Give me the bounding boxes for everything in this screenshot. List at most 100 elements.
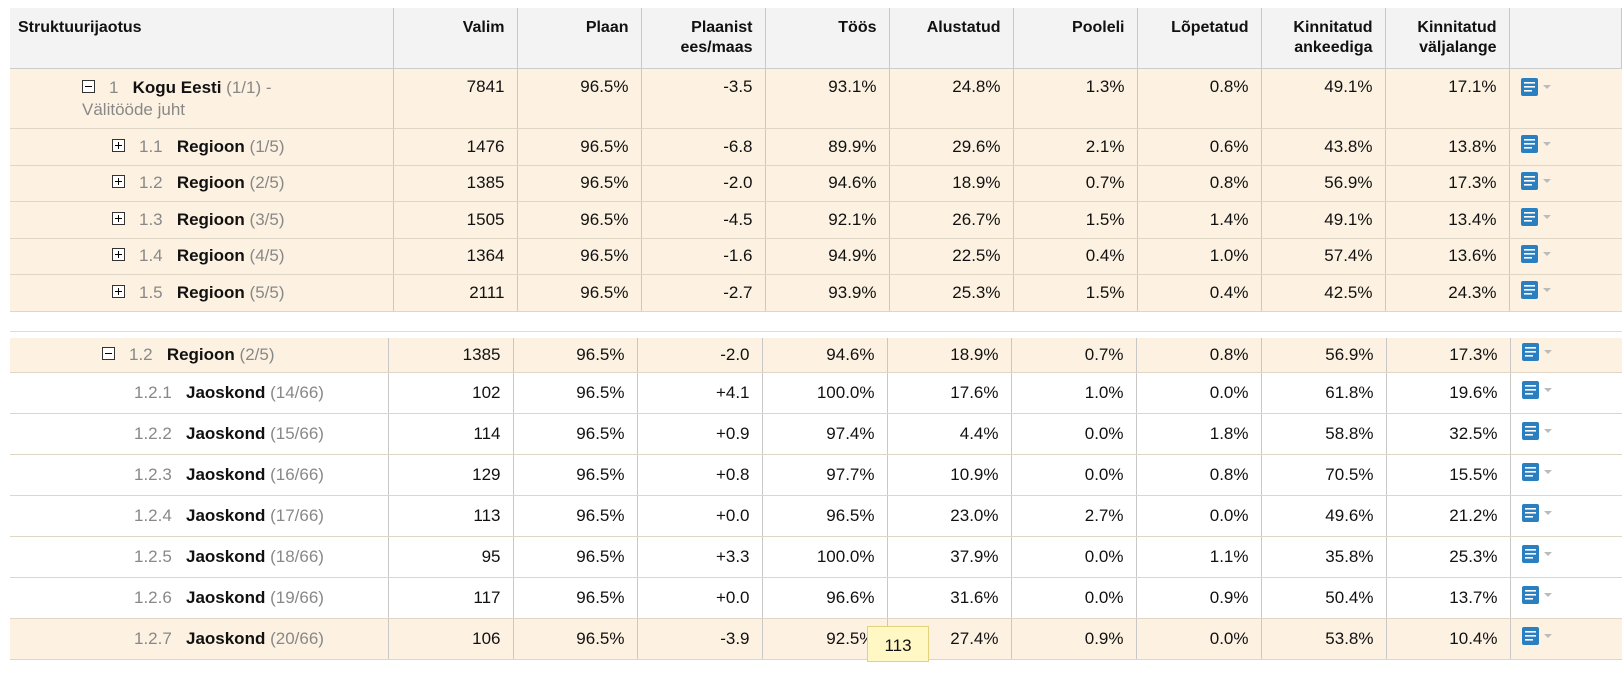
value-cell: 58.8% <box>1261 413 1387 455</box>
row-count: (16/66) <box>270 464 324 484</box>
value-cell: 96.5% <box>762 495 888 537</box>
table-row: 1.2 Regioon (2/5) 1385 96.5% -2.0 94.6% 18.9%… <box>10 338 1622 373</box>
row-name: Jaoskond <box>185 464 266 484</box>
column-header: Alustatud <box>889 8 1014 69</box>
value-cell: 106 <box>388 618 514 660</box>
row-menu <box>1510 338 1622 373</box>
value-cell: 17.3% <box>1386 338 1511 373</box>
report-icon[interactable] <box>1521 343 1555 366</box>
value-cell: -3.5 <box>641 68 766 129</box>
structure-cell: 1.2.2 Jaoskond (15/66) <box>10 413 389 455</box>
row-name: Jaoskond <box>185 423 266 443</box>
value-cell: 35.8% <box>1261 536 1387 578</box>
value-cell: -2.0 <box>637 338 763 373</box>
value-cell: 13.8% <box>1385 128 1510 166</box>
row-id: 1.2 <box>129 344 153 364</box>
row-role: Välitööde juht <box>82 100 186 119</box>
row-count: (19/66) <box>270 587 324 607</box>
expand-toggle[interactable] <box>112 248 125 262</box>
expand-toggle[interactable] <box>112 211 125 225</box>
value-cell: 1505 <box>393 201 518 239</box>
value-cell: 92.1% <box>765 201 890 239</box>
expand-toggle[interactable] <box>102 346 115 360</box>
value-cell: 0.0% <box>1136 618 1262 660</box>
value-cell: 0.0% <box>1011 454 1137 496</box>
value-cell: 96.5% <box>517 274 642 312</box>
value-cell: -4.5 <box>641 201 766 239</box>
row-name: Jaoskond <box>185 382 266 402</box>
structure-cell: 1 Kogu Eesti (1/1) - Välitööde juht <box>10 68 394 129</box>
row-id: 1.2.2 <box>134 423 172 443</box>
value-cell: 25.3% <box>889 274 1014 312</box>
expand-toggle[interactable] <box>112 284 125 298</box>
value-cell: 97.7% <box>762 454 888 496</box>
row-id: 1.2.5 <box>134 546 172 566</box>
value-cell: 17.6% <box>887 372 1012 414</box>
structure-cell: 1.2.3 Jaoskond (16/66) <box>10 454 389 496</box>
report-icon[interactable] <box>1520 281 1554 304</box>
report-icon[interactable] <box>1520 171 1554 195</box>
value-cell: 32.5% <box>1386 413 1511 455</box>
report-icon[interactable] <box>1521 586 1555 609</box>
expand-toggle[interactable] <box>112 175 125 189</box>
row-menu <box>1510 413 1622 455</box>
value-cell: 1.5% <box>1013 274 1138 312</box>
value-cell: 37.9% <box>887 536 1012 578</box>
value-cell: 0.4% <box>1013 238 1138 275</box>
report-icon[interactable] <box>1520 78 1554 101</box>
row-id: 1.1 <box>139 136 163 156</box>
table-row: 1.5 Regioon (5/5) 2111 96.5% -2.7 93.9% 25.3%… <box>10 274 1622 312</box>
report-icon[interactable] <box>1520 244 1554 268</box>
row-count: (17/66) <box>270 505 324 525</box>
value-cell: 95 <box>388 536 514 578</box>
value-cell: 10.9% <box>887 454 1012 496</box>
report-icon[interactable] <box>1521 381 1555 404</box>
table-row: 1.1 Regioon (1/5) 1476 96.5% -6.8 89.9% 29.6%… <box>10 128 1622 166</box>
row-id: 1.2.3 <box>134 464 172 484</box>
value-cell: 7841 <box>393 68 518 129</box>
expand-toggle[interactable] <box>112 138 125 152</box>
value-cell: +3.3 <box>637 536 763 578</box>
value-cell: 0.6% <box>1137 128 1262 166</box>
row-name: Kogu Eesti <box>132 78 222 97</box>
value-cell: 0.8% <box>1136 338 1262 373</box>
summary-table: Struktuurijaotus Valim Plaan Plaanist ees/m… <box>10 8 1622 312</box>
value-cell: 61.8% <box>1261 372 1387 414</box>
value-cell: 1.3% <box>1013 68 1138 129</box>
value-cell: 50.4% <box>1261 577 1387 619</box>
row-menu <box>1509 165 1622 202</box>
row-menu <box>1509 68 1622 129</box>
report-icon[interactable] <box>1521 545 1555 568</box>
value-cell: 23.0% <box>887 495 1012 537</box>
expand-toggle[interactable] <box>82 80 95 94</box>
report-icon[interactable] <box>1521 463 1555 486</box>
value-cell: 26.7% <box>889 201 1014 239</box>
value-cell: 100.0% <box>762 372 888 414</box>
value-cell: 18.9% <box>887 338 1012 373</box>
report-icon[interactable] <box>1521 422 1555 445</box>
value-cell: 96.5% <box>513 618 638 660</box>
table-row: 1.2.2 Jaoskond (15/66) 114 96.5% +0.9 97.4% 4… <box>10 413 1622 455</box>
structure-cell: 1.2.7 Jaoskond (20/66) <box>10 618 389 660</box>
table-row: 1.4 Regioon (4/5) 1364 96.5% -1.6 94.9% 22.5%… <box>10 238 1622 275</box>
value-cell: 24.8% <box>889 68 1014 129</box>
structure-cell: 1.4 Regioon (4/5) <box>10 238 394 275</box>
row-menu <box>1510 618 1622 660</box>
column-header: Valim <box>393 8 518 69</box>
report-icon[interactable] <box>1521 627 1555 650</box>
value-cell: +0.0 <box>637 495 763 537</box>
row-id: 1.4 <box>139 246 163 266</box>
value-cell: 97.4% <box>762 413 888 455</box>
row-id: 1.2.1 <box>134 382 172 402</box>
report-icon[interactable] <box>1520 135 1554 158</box>
report-icon[interactable] <box>1520 208 1554 231</box>
row-menu <box>1509 238 1622 275</box>
value-cell: 0.7% <box>1013 165 1138 202</box>
row-count: (5/5) <box>249 282 285 302</box>
tooltip: 113 <box>867 626 929 662</box>
structure-cell: 1.1 Regioon (1/5) <box>10 128 394 166</box>
value-cell: 96.5% <box>513 372 638 414</box>
row-menu <box>1510 536 1622 578</box>
structure-cell: 1.2 Regioon (2/5) <box>10 338 389 373</box>
report-icon[interactable] <box>1521 504 1555 527</box>
